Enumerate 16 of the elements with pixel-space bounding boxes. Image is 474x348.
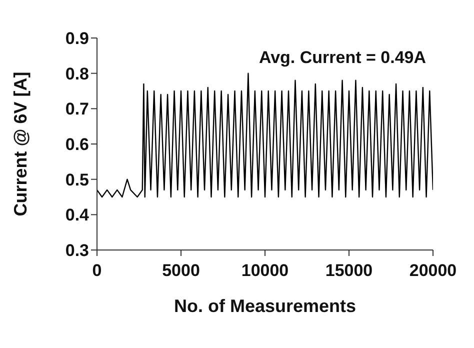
x-tick-label: 10000	[241, 261, 289, 280]
y-axis-title: Current @ 6V [A]	[10, 72, 30, 216]
y-tick-label: 0.6	[65, 135, 89, 154]
y-tick-label: 0.3	[65, 241, 89, 260]
x-tick-label: 0	[92, 261, 102, 280]
y-tick-label: 0.9	[65, 29, 89, 48]
y-tick-label: 0.4	[65, 206, 90, 225]
annotation: Avg. Current = 0.49A	[258, 48, 426, 68]
y-tick-label: 0.7	[65, 100, 89, 119]
x-axis-title: No. of Measurements	[174, 296, 356, 316]
line-series	[97, 72, 433, 198]
y-tick-label: 0.8	[65, 64, 89, 84]
x-tick-label: 20000	[409, 261, 457, 280]
x-tick-label: 15000	[325, 261, 373, 280]
y-tick-label: 0.5	[65, 170, 89, 190]
x-tick-label: 5000	[162, 261, 200, 280]
